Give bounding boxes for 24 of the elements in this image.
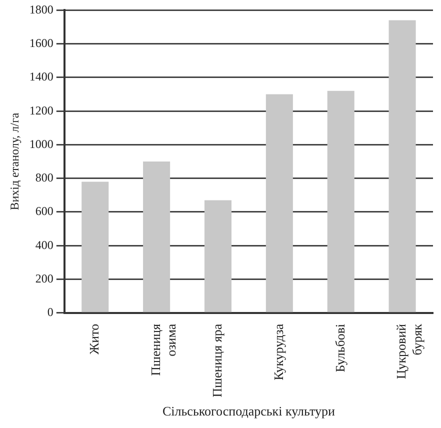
y-tick-label: 200 (35, 271, 54, 286)
y-tick-label: 600 (35, 204, 54, 218)
x-tick-label: Пшениця озима (148, 324, 179, 376)
y-tick-label: 1200 (29, 103, 54, 118)
x-tick-label: Пшениця яра (209, 324, 224, 398)
x-tick-label: Цукровий буряк (394, 323, 424, 380)
x-tick-label: Жито (86, 324, 102, 355)
y-tick-label: 1400 (29, 70, 54, 84)
bar (327, 90, 354, 312)
bar (204, 200, 232, 312)
y-axis-title: Вихід етанолу, л/га (7, 112, 22, 210)
bar (143, 162, 170, 312)
bar (82, 182, 109, 312)
bar (388, 20, 416, 312)
y-tick-label: 1600 (29, 36, 54, 50)
y-tick-label: 0 (47, 305, 54, 320)
x-tick-label: Бульбові (332, 324, 348, 372)
y-tick-label: 1800 (29, 2, 54, 16)
y-tick-label: 800 (35, 170, 54, 185)
y-tick-label: 400 (35, 238, 54, 252)
y-tick-label: 1000 (29, 136, 54, 151)
bar (266, 94, 293, 312)
x-axis-title: Сільськогосподарські культури (162, 404, 335, 419)
x-tick-label: Кукурудза (270, 324, 286, 380)
